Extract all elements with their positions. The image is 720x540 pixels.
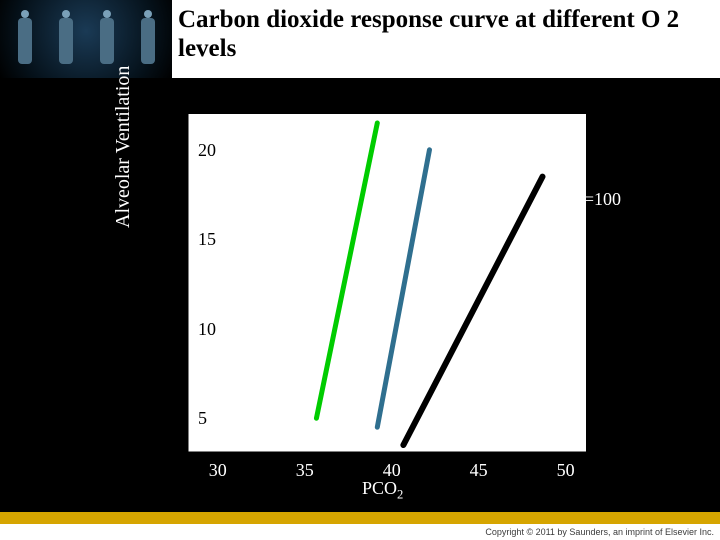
y-tick: 5 bbox=[198, 408, 207, 429]
chart-area: Alveolar Ventilation 51015203035404550PC… bbox=[0, 78, 720, 512]
y-tick: 15 bbox=[198, 229, 216, 250]
y-tick: 10 bbox=[198, 319, 216, 340]
body-figure-icon bbox=[96, 6, 118, 72]
x-tick: 35 bbox=[296, 460, 314, 481]
title-band: Carbon dioxide response curve at differe… bbox=[0, 0, 720, 78]
copyright-text: Copyright © 2011 by Saunders, an imprint… bbox=[485, 527, 714, 537]
x-tick: 30 bbox=[209, 460, 227, 481]
x-tick: 45 bbox=[470, 460, 488, 481]
y-axis-label: Alveolar Ventilation bbox=[112, 66, 135, 228]
series-label: PO2 =35 bbox=[334, 89, 396, 114]
chart: 51015203035404550PCO2PO2 =35PO2 =50PO2 =… bbox=[140, 88, 600, 500]
body-figure-icon bbox=[14, 6, 36, 72]
series-label: PO2 =100 bbox=[550, 189, 621, 214]
slide-title: Carbon dioxide response curve at differe… bbox=[172, 0, 720, 78]
x-axis-label: PCO2 bbox=[362, 478, 403, 503]
body-figure-icon bbox=[137, 6, 159, 72]
series-label: PO2 =50 bbox=[482, 111, 544, 136]
x-tick: 50 bbox=[557, 460, 575, 481]
y-tick: 20 bbox=[198, 140, 216, 161]
footer-accent-bar bbox=[0, 512, 720, 524]
body-figure-icon bbox=[55, 6, 77, 72]
footer: Copyright © 2011 by Saunders, an imprint… bbox=[0, 512, 720, 540]
anatomy-thumbnails bbox=[0, 0, 172, 78]
